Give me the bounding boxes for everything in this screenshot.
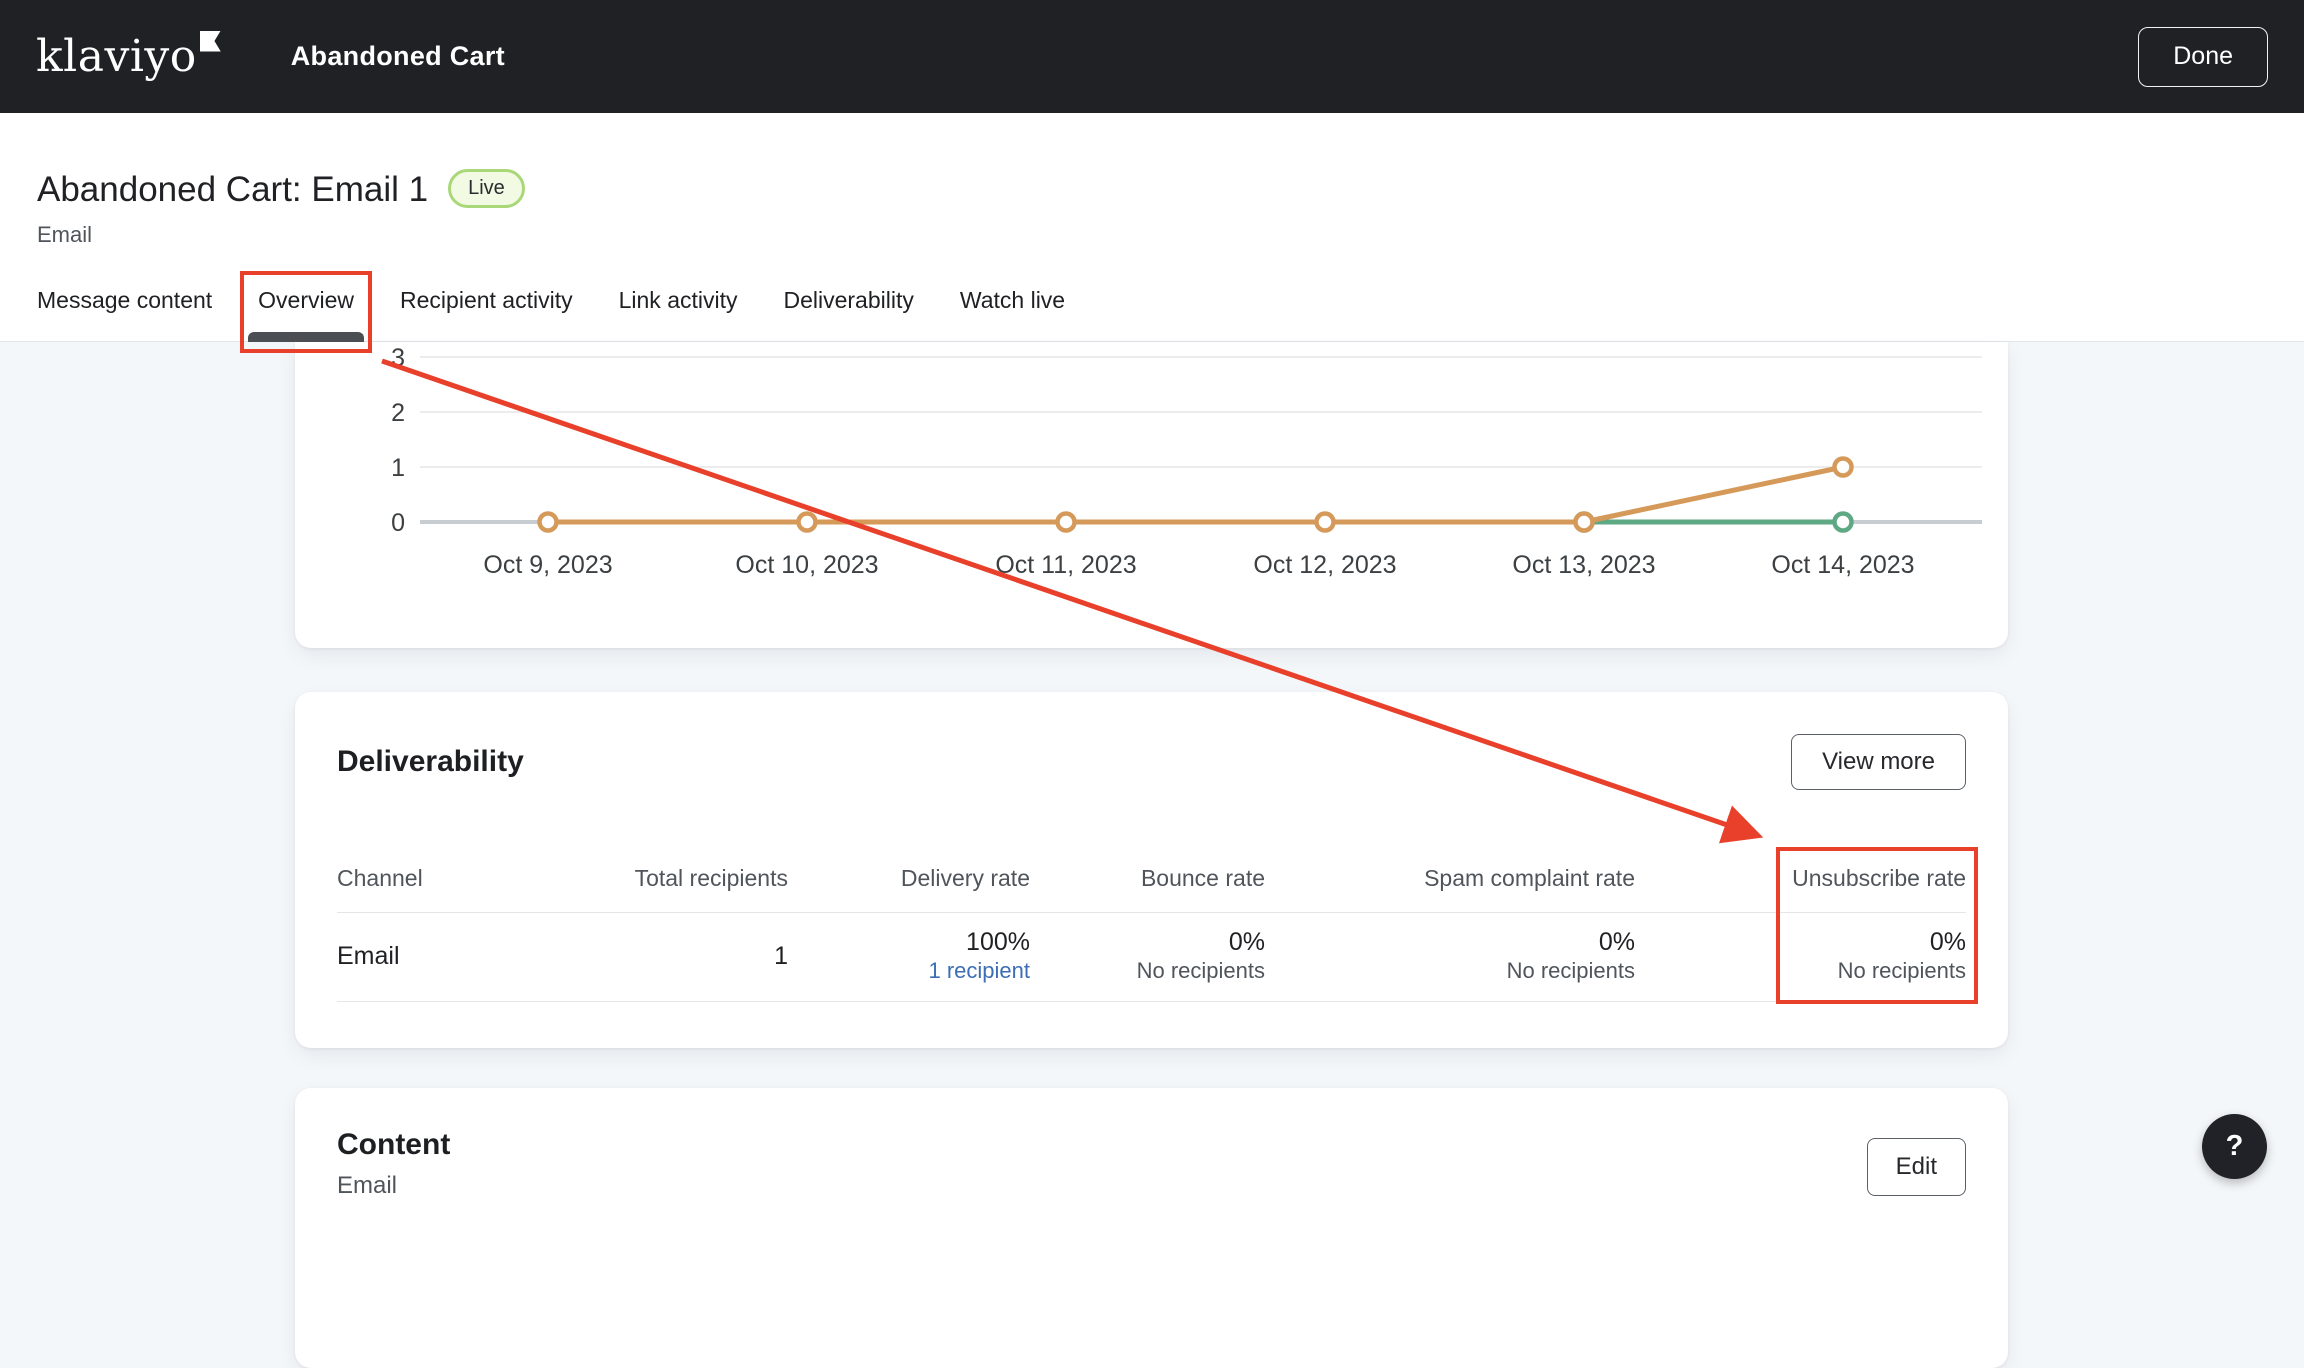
page-subtitle: Email — [37, 222, 93, 247]
tab-deliverability[interactable]: Deliverability — [783, 287, 914, 313]
content-subtitle: Email — [337, 1172, 398, 1199]
deliverability-table: Channel Total recipients Delivery rate B… — [337, 820, 1966, 1002]
tab-link-activity[interactable]: Link activity — [618, 287, 738, 313]
svg-text:Oct 13, 2023: Oct 13, 2023 — [1512, 551, 1655, 579]
klaviyo-logo-text: klaviyo — [36, 30, 197, 82]
cell-unsubscribe-rate: 0% No recipients — [1837, 928, 1966, 983]
svg-text:Oct 11, 2023: Oct 11, 2023 — [995, 551, 1136, 579]
question-mark-icon: ? — [2225, 1130, 2244, 1162]
svg-text:2: 2 — [391, 399, 405, 427]
col-unsubscribe-rate: Unsubscribe rate — [1792, 865, 1966, 891]
tab-watch-live[interactable]: Watch live — [959, 287, 1066, 313]
recipient-count-link[interactable]: 1 recipient — [928, 958, 1030, 983]
done-button[interactable]: Done — [2138, 26, 2268, 87]
view-more-button[interactable]: View more — [1791, 734, 1966, 790]
page-head: Abandoned Cart: Email 1 Live Email Messa… — [0, 113, 2304, 342]
svg-text:Oct 9, 2023: Oct 9, 2023 — [483, 551, 612, 579]
svg-text:1: 1 — [391, 454, 405, 482]
svg-text:0: 0 — [391, 509, 405, 537]
col-bounce-rate: Bounce rate — [1140, 865, 1265, 891]
svg-text:Oct 10, 2023: Oct 10, 2023 — [735, 551, 878, 579]
content-title: Content — [337, 1128, 451, 1161]
page-title: Abandoned Cart: Email 1 — [37, 170, 429, 209]
tab-recipient-activity[interactable]: Recipient activity — [400, 287, 573, 313]
app-header: klaviyo Abandoned Cart Done — [0, 0, 2304, 113]
metrics-chart-card: 0 1 2 3 Oct 9, 2023 Oct 10, 2023 Oct 11, 2023 O… — [295, 342, 2008, 648]
deliverability-card: Deliverability View more Channel Total r… — [295, 692, 2008, 1048]
flow-message-title: Abandoned Cart — [290, 41, 505, 71]
tab-message-content[interactable]: Message content — [37, 287, 213, 313]
klaviyo-logo[interactable]: klaviyo — [36, 30, 221, 82]
tab-overview[interactable]: Overview — [258, 287, 355, 313]
content-card: Content Email Edit — [295, 1088, 2008, 1368]
active-tab-indicator — [248, 332, 365, 342]
tab-bar: Message content Overview Recipient activ… — [37, 287, 1065, 341]
cell-bounce-rate: 0% No recipients — [1136, 928, 1265, 983]
svg-text:Oct 14, 2023: Oct 14, 2023 — [1771, 551, 1914, 579]
cell-channel: Email — [337, 941, 400, 970]
klaviyo-flag-icon — [199, 30, 221, 52]
col-channel: Channel — [337, 865, 423, 891]
table-row: Email 1 100% 1 recipient 0% No recipient… — [337, 913, 1966, 1002]
cell-delivery-rate: 100% 1 recipient — [788, 927, 1030, 985]
col-delivery-rate: Delivery rate — [900, 865, 1030, 891]
status-badge: Live — [448, 168, 525, 208]
help-button[interactable]: ? — [2202, 1114, 2267, 1179]
deliverability-title: Deliverability — [337, 745, 524, 778]
svg-text:Oct 12, 2023: Oct 12, 2023 — [1253, 551, 1396, 579]
edit-button[interactable]: Edit — [1866, 1138, 1966, 1196]
trend-line-chart: 0 1 2 3 Oct 9, 2023 Oct 10, 2023 Oct 11, 2023 O… — [391, 344, 1982, 579]
deliverability-table-header: Channel Total recipients Delivery rate B… — [337, 820, 1966, 913]
cell-spam-complaint-rate: 0% No recipients — [1506, 928, 1635, 983]
svg-text:3: 3 — [391, 344, 405, 372]
cell-total-recipients: 1 — [774, 941, 788, 970]
col-spam-complaint-rate: Spam complaint rate — [1424, 865, 1635, 891]
col-total-recipients: Total recipients — [634, 865, 788, 891]
